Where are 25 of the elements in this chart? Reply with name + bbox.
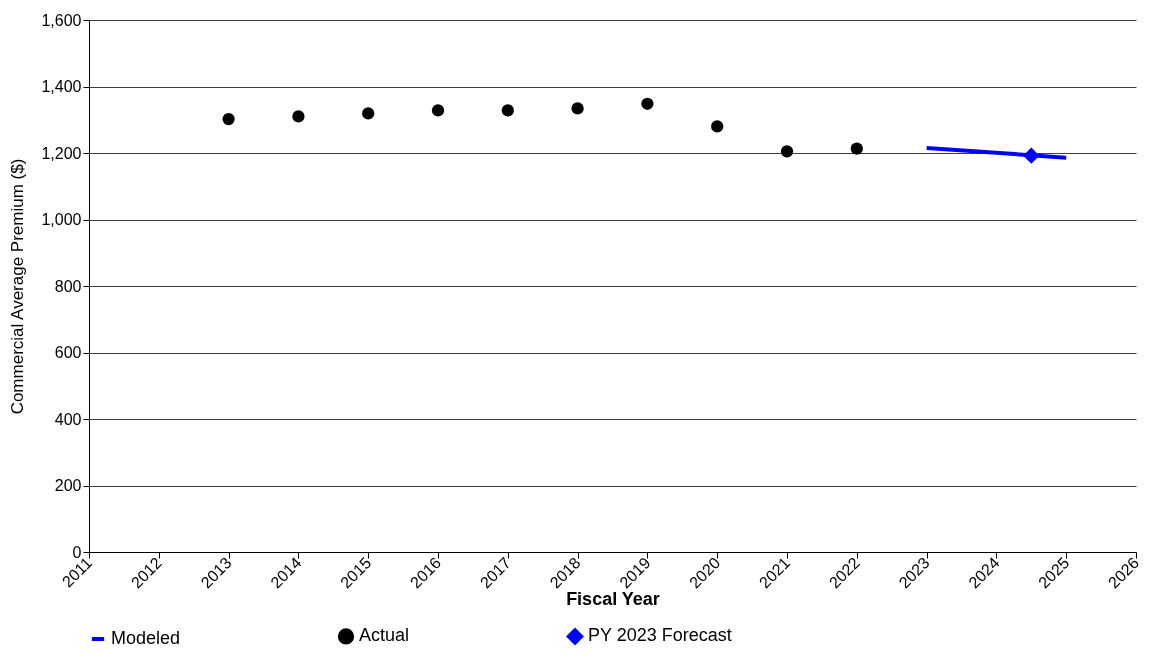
point <box>711 120 724 133</box>
point <box>292 110 305 123</box>
point <box>641 97 654 110</box>
y-tick-label: 0 <box>72 543 82 561</box>
x-axis-title: Fiscal Year <box>566 589 660 610</box>
point <box>850 142 863 155</box>
point <box>571 102 584 115</box>
point <box>501 104 514 117</box>
y-tick-label: 1,600 <box>41 11 82 29</box>
point <box>780 145 794 158</box>
y-axis-title: Commercial Average Premium ($) <box>8 158 28 415</box>
y-tick-label: 1,000 <box>41 211 82 228</box>
legend-label: Actual <box>359 625 410 646</box>
y-tick-label: 600 <box>54 344 82 361</box>
y-tick-label: 200 <box>54 477 82 494</box>
y-tick-label: 400 <box>54 410 82 428</box>
y-tick-label: 1,400 <box>41 78 82 95</box>
legend-label: PY 2023 Forecast <box>588 625 732 646</box>
legend-label: Modeled <box>111 628 181 648</box>
point <box>431 104 445 117</box>
point <box>222 112 235 126</box>
point <box>362 107 375 120</box>
y-tick-label: 1,200 <box>41 144 82 162</box>
y-tick-label: 800 <box>54 277 82 295</box>
point <box>1023 147 1040 164</box>
